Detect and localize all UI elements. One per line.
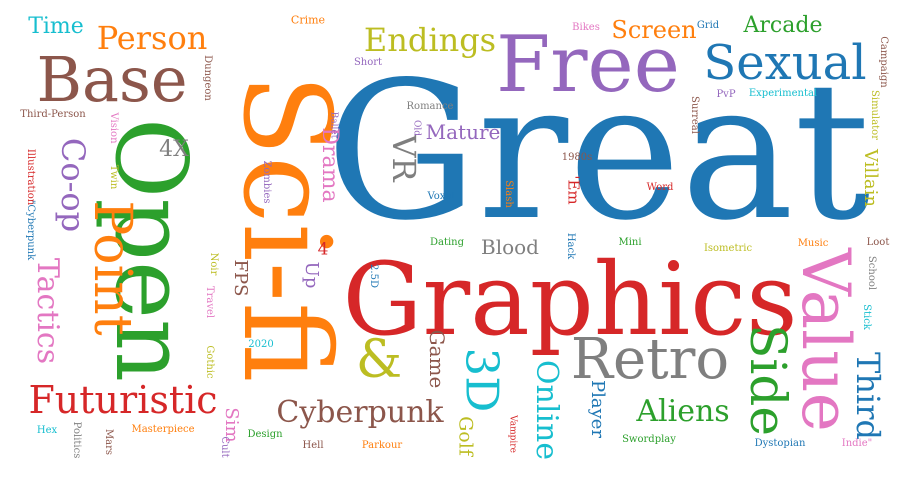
word-zombies: Zombies [261, 160, 272, 204]
word-game: Game [425, 329, 449, 389]
word-ampersand: & [355, 330, 403, 390]
word-drama: Drama [317, 127, 342, 203]
word-old: Old [411, 119, 422, 137]
word-cult: Cult [219, 436, 230, 458]
word-time: Time [28, 14, 84, 39]
word-isometric: Isometric [703, 243, 753, 254]
word-twin: Twin [108, 164, 119, 190]
word-ballet: Ballet [328, 111, 339, 139]
word-mature: Mature [425, 120, 501, 144]
word-graphics: Graphics [342, 241, 798, 358]
word-point: Point [82, 200, 142, 336]
word-parkour: Parkour [361, 440, 403, 451]
word-endings: Endings [363, 21, 497, 59]
word-free: Free [496, 20, 680, 110]
word-pvp: PvP [716, 89, 736, 100]
word-short: Short [353, 57, 383, 68]
word-experimental: Experimental [748, 88, 818, 99]
word-music: Music [797, 238, 829, 249]
word-2020: 2020 [248, 339, 274, 350]
word-dungeon: Dungeon [202, 55, 213, 101]
word-up: Up [301, 261, 322, 289]
word-crime: Crime [290, 13, 326, 27]
word-em: 'Em [564, 175, 583, 205]
word-word: Word [646, 182, 674, 193]
word-blood: Blood [481, 235, 539, 259]
word-design: Design [247, 429, 283, 440]
word-player: Player [587, 379, 608, 439]
word-2-5d: 2.5D [368, 264, 379, 288]
word-grid: Grid [696, 20, 720, 31]
word-4: 4 [317, 239, 329, 260]
word-voxel: Voxel [427, 191, 455, 202]
word-villain: Villain [860, 148, 881, 208]
word-cyberpunk: "Cyberpunk [25, 199, 36, 261]
word-hex: Hex [36, 425, 58, 436]
word-vr: VR [385, 134, 423, 182]
word-base: Base [36, 43, 188, 116]
word-illustration: Illustration [25, 148, 36, 206]
word-3d: 3D [455, 347, 509, 413]
word-loot: Loot [866, 237, 890, 248]
word-gothic: Gothic [204, 345, 215, 379]
word-swordplay: Swordplay [622, 434, 676, 445]
word-slash: Slash [503, 180, 514, 208]
word-online: Online [529, 359, 564, 461]
word-aliens: Aliens [636, 394, 730, 429]
word-vampire: Vampire [507, 415, 518, 453]
word-masterpiece: Masterpiece [131, 424, 195, 435]
word-4x: 4X [159, 137, 189, 162]
word-bikes: Bikes [572, 22, 600, 33]
word-third-person: Third-Person [20, 109, 86, 120]
word-cyberpunk: Cyberpunk [276, 395, 444, 430]
word-mini: Mini [618, 237, 642, 248]
word-vision: Vision [108, 112, 119, 144]
word-school: School [866, 255, 877, 291]
word-third: Third [849, 352, 887, 440]
word-sexual: Sexual [703, 35, 867, 91]
word-dating: Dating [429, 237, 465, 248]
word-simulator: Simulator [869, 90, 880, 140]
word-indie: Indie" [841, 438, 873, 449]
word-person: Person [96, 19, 208, 57]
word-great: Great [325, 41, 871, 262]
word-stick: Stick [861, 304, 872, 330]
word-romance: Romance [406, 101, 454, 112]
word-hack: Hack [565, 232, 576, 260]
word-surreal: Surreal [689, 96, 700, 134]
word-retro: Retro [570, 327, 730, 392]
word-side: Side [739, 324, 797, 436]
word-noir: Noir [208, 252, 219, 276]
word-campaign: Campaign [878, 36, 889, 88]
word-sci-fi: Sci-fi [216, 73, 355, 383]
word-travel: Travel [204, 285, 215, 319]
word-futuristic: Futuristic [28, 378, 218, 422]
word-golf: Golf [454, 416, 477, 456]
word-dystopian: Dystopian [754, 438, 806, 449]
word-fps: FPS [230, 259, 251, 297]
word-tactics: Tactics [30, 257, 65, 365]
word-screen: Screen [611, 16, 697, 44]
word-mars: Mars [103, 428, 114, 456]
word-politics: Politics [71, 421, 82, 459]
word-co-op: Co-op [54, 137, 92, 233]
word-arcade: Arcade [743, 13, 823, 38]
word-1980s: 1980s [561, 152, 593, 163]
word-hell: Hell [302, 440, 324, 451]
